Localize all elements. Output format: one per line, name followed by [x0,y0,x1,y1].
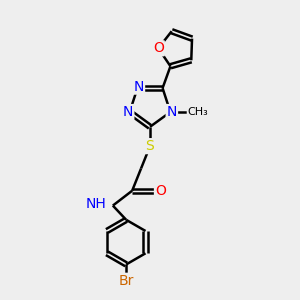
Text: O: O [153,41,164,55]
Text: N: N [123,105,133,119]
Text: N: N [167,105,177,119]
Text: CH₃: CH₃ [188,107,208,117]
Text: Br: Br [118,274,134,288]
Text: O: O [155,184,166,198]
Text: N: N [134,80,144,94]
Text: NH: NH [85,197,106,211]
Text: S: S [146,139,154,153]
